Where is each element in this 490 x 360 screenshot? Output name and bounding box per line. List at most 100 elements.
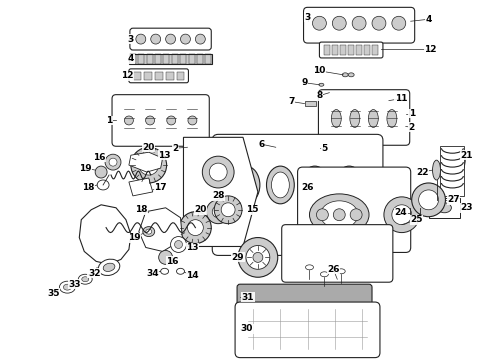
Circle shape	[188, 220, 203, 235]
Polygon shape	[129, 152, 163, 172]
Ellipse shape	[410, 214, 419, 221]
Bar	[348, 45, 354, 55]
Text: 2: 2	[172, 144, 179, 153]
Ellipse shape	[301, 166, 329, 204]
Text: 19: 19	[79, 163, 92, 172]
Ellipse shape	[146, 229, 152, 234]
Bar	[276, 143, 284, 157]
Ellipse shape	[313, 143, 320, 154]
FancyBboxPatch shape	[112, 95, 209, 146]
Circle shape	[384, 197, 419, 233]
Polygon shape	[429, 198, 460, 218]
Bar	[133, 72, 141, 80]
Bar	[189, 54, 195, 64]
FancyBboxPatch shape	[130, 28, 211, 50]
Polygon shape	[183, 137, 258, 247]
Text: 11: 11	[394, 94, 407, 103]
FancyBboxPatch shape	[282, 225, 393, 282]
Polygon shape	[185, 139, 272, 151]
Bar	[147, 54, 152, 64]
Text: 6: 6	[259, 140, 265, 149]
Text: 1: 1	[409, 109, 415, 118]
Text: 33: 33	[68, 280, 80, 289]
Ellipse shape	[348, 73, 354, 77]
Ellipse shape	[98, 259, 120, 275]
Bar	[180, 54, 186, 64]
Polygon shape	[79, 205, 131, 264]
Text: 15: 15	[245, 205, 258, 214]
Text: 7: 7	[289, 97, 295, 106]
Text: 1: 1	[106, 116, 112, 125]
Bar	[356, 45, 362, 55]
Text: 22: 22	[416, 167, 429, 176]
Text: 5: 5	[321, 144, 327, 153]
Ellipse shape	[320, 272, 328, 277]
FancyBboxPatch shape	[212, 134, 383, 255]
Circle shape	[95, 166, 107, 178]
Text: 32: 32	[88, 269, 100, 278]
Text: 9: 9	[301, 78, 308, 87]
Ellipse shape	[232, 166, 260, 204]
Ellipse shape	[340, 172, 358, 198]
Text: 25: 25	[411, 215, 423, 224]
Bar	[130, 54, 136, 64]
Ellipse shape	[335, 166, 363, 204]
Text: 34: 34	[147, 269, 159, 278]
Circle shape	[202, 156, 234, 188]
Text: 23: 23	[460, 203, 472, 212]
Text: 20: 20	[194, 205, 206, 214]
Ellipse shape	[331, 109, 341, 127]
Circle shape	[109, 158, 117, 166]
Ellipse shape	[237, 172, 255, 198]
FancyBboxPatch shape	[129, 69, 189, 83]
Text: 35: 35	[47, 289, 60, 298]
Text: 24: 24	[394, 208, 407, 217]
Circle shape	[139, 155, 159, 175]
Text: 13: 13	[158, 151, 171, 160]
Ellipse shape	[319, 83, 324, 86]
Ellipse shape	[387, 109, 397, 127]
Ellipse shape	[180, 34, 191, 44]
Bar	[166, 72, 173, 80]
FancyBboxPatch shape	[303, 7, 415, 43]
Ellipse shape	[320, 201, 358, 229]
Ellipse shape	[188, 116, 197, 125]
Circle shape	[174, 240, 182, 248]
Ellipse shape	[196, 34, 205, 44]
Ellipse shape	[337, 269, 345, 274]
Ellipse shape	[350, 209, 362, 221]
Ellipse shape	[59, 281, 75, 293]
Ellipse shape	[330, 91, 338, 95]
Text: 21: 21	[460, 151, 472, 160]
Ellipse shape	[167, 116, 176, 125]
Text: 18: 18	[135, 205, 147, 214]
Circle shape	[246, 246, 270, 269]
Text: 4: 4	[128, 54, 134, 63]
Ellipse shape	[161, 268, 169, 274]
Polygon shape	[367, 96, 389, 108]
Bar	[138, 54, 144, 64]
Ellipse shape	[306, 265, 314, 270]
Text: 27: 27	[447, 195, 460, 204]
Ellipse shape	[143, 227, 155, 237]
Bar	[155, 72, 163, 80]
Bar	[176, 72, 184, 80]
Ellipse shape	[78, 274, 92, 284]
Text: 12: 12	[424, 45, 437, 54]
Circle shape	[105, 154, 121, 170]
Ellipse shape	[267, 166, 294, 204]
FancyBboxPatch shape	[237, 284, 372, 310]
Bar	[197, 54, 203, 64]
Ellipse shape	[136, 34, 146, 44]
Bar	[364, 45, 370, 55]
Ellipse shape	[410, 204, 419, 211]
Ellipse shape	[392, 16, 406, 30]
Text: 19: 19	[127, 233, 140, 242]
Ellipse shape	[352, 16, 366, 30]
Ellipse shape	[372, 16, 386, 30]
Circle shape	[212, 206, 224, 218]
Ellipse shape	[342, 73, 348, 77]
Polygon shape	[139, 208, 182, 251]
FancyBboxPatch shape	[235, 302, 380, 357]
Ellipse shape	[333, 209, 345, 221]
